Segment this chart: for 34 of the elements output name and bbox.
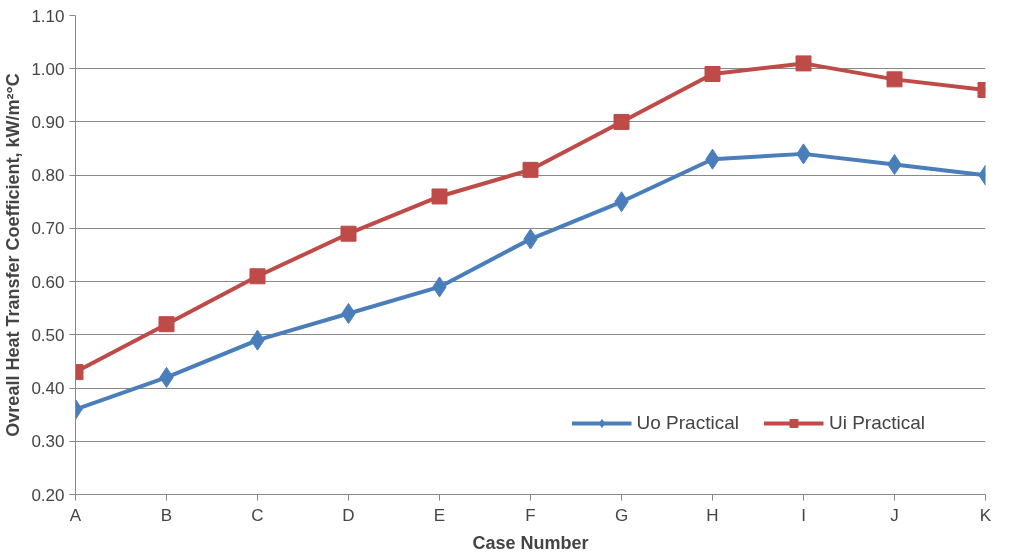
y-tick-label: 0.80 <box>31 166 65 186</box>
x-tick-label: F <box>525 505 536 525</box>
x-tick-label: K <box>979 505 992 525</box>
x-axis-title: Case Number <box>472 532 589 553</box>
y-tick-label: 0.30 <box>31 432 65 452</box>
x-tick-label: C <box>251 505 264 525</box>
point <box>886 71 903 88</box>
point <box>795 55 812 72</box>
y-tick-label: 0.60 <box>31 272 65 292</box>
point <box>522 161 539 178</box>
legend-label: Ui Practical <box>828 412 925 434</box>
x-tick-label: G <box>614 505 629 525</box>
y-tick-label: 0.70 <box>31 219 65 239</box>
y-tick-label: 0.90 <box>31 112 65 132</box>
point <box>613 113 630 130</box>
point <box>158 316 175 333</box>
legend-label: Uo Practical <box>636 412 739 434</box>
y-tick-label: 1.00 <box>31 59 65 79</box>
point <box>704 66 721 83</box>
x-tick-label: J <box>890 505 899 525</box>
x-tick-label: E <box>433 505 446 525</box>
y-tick-label: 1.10 <box>31 6 65 26</box>
x-tick-label: B <box>160 505 173 525</box>
y-tick-label: 0.40 <box>31 379 65 399</box>
y-tick-label: 0.50 <box>31 325 65 345</box>
x-tick-label: D <box>342 505 355 525</box>
y-axis-title: Ovreall Heat Transfer Coefficient, kW/m²°C <box>3 73 24 437</box>
point <box>431 188 448 205</box>
x-tick-label: H <box>706 505 719 525</box>
point <box>249 268 266 285</box>
y-tick-label: 0.20 <box>31 485 65 505</box>
point <box>340 225 357 242</box>
x-tick-label: A <box>69 505 82 525</box>
x-tick-label: I <box>801 505 806 525</box>
